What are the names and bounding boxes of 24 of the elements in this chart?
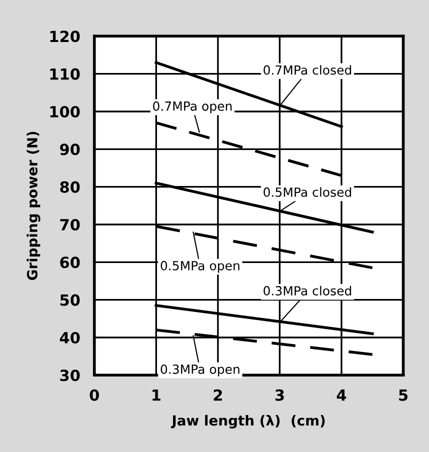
y-tick-label: 40 bbox=[60, 332, 80, 344]
x-tick-label: 2 bbox=[214, 389, 222, 401]
y-tick-label: 80 bbox=[60, 181, 80, 193]
x-tick-label: 5 bbox=[399, 390, 408, 401]
x-tick-label: 3 bbox=[275, 389, 284, 401]
y-tick-label: 70 bbox=[60, 218, 80, 231]
annotation: 0.3MPa closed bbox=[264, 286, 352, 296]
y-tick-label: 120 bbox=[50, 30, 80, 42]
y-tick-label: 100 bbox=[50, 106, 80, 118]
x-tick-label: 0 bbox=[90, 389, 99, 401]
annotation: 0.5MPa closed bbox=[264, 187, 352, 197]
annotation: 0.7MPa closed bbox=[264, 65, 352, 75]
y-tick-label: 90 bbox=[60, 144, 80, 156]
y-tick-label: 110 bbox=[50, 68, 80, 80]
annotation: 0.3MPa open bbox=[160, 364, 240, 376]
y-tick-label: 60 bbox=[60, 256, 80, 268]
x-axis-title: Jaw length (λ) (cm) bbox=[170, 414, 325, 428]
y-tick-label: 30 bbox=[60, 370, 80, 382]
x-tick-label: 1 bbox=[152, 390, 160, 401]
annotation: 0.7MPa open bbox=[153, 101, 232, 114]
annotation: 0.5MPa open bbox=[160, 260, 240, 273]
y-tick-label: 50 bbox=[60, 294, 80, 306]
x-tick-label: 4 bbox=[336, 390, 346, 401]
y-axis-title: Gripping power (N) bbox=[26, 132, 40, 280]
